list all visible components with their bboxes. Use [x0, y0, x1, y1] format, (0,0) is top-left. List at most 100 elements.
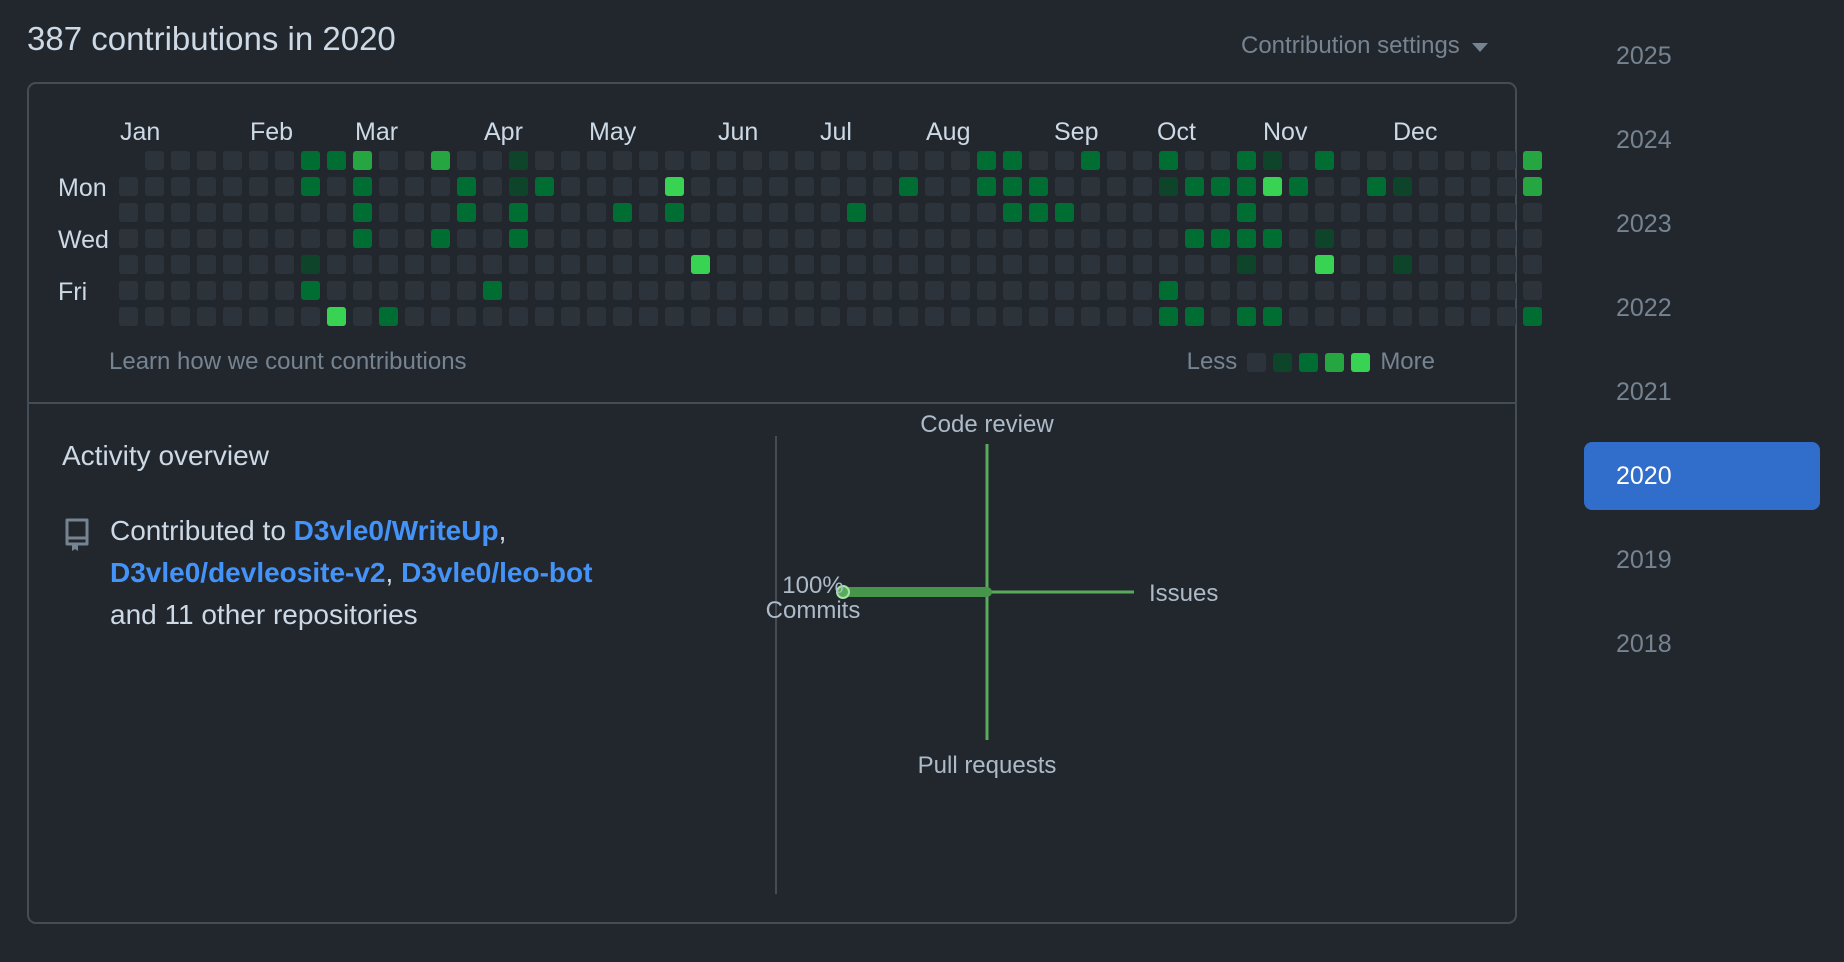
contribution-day[interactable] — [1237, 229, 1256, 248]
contribution-day[interactable] — [899, 307, 918, 326]
contribution-day[interactable] — [353, 307, 372, 326]
contribution-day[interactable] — [1471, 177, 1490, 196]
contribution-day[interactable] — [717, 229, 736, 248]
contribution-day[interactable] — [171, 255, 190, 274]
contribution-day[interactable] — [847, 255, 866, 274]
contribution-day[interactable] — [509, 229, 528, 248]
contribution-day[interactable] — [1341, 229, 1360, 248]
contribution-day[interactable] — [1133, 151, 1152, 170]
contribution-day[interactable] — [1055, 229, 1074, 248]
contribution-day[interactable] — [275, 151, 294, 170]
contribution-day[interactable] — [691, 203, 710, 222]
contribution-day[interactable] — [587, 281, 606, 300]
contribution-day[interactable] — [1315, 281, 1334, 300]
contribution-day[interactable] — [613, 281, 632, 300]
contribution-day[interactable] — [925, 281, 944, 300]
contribution-day[interactable] — [1107, 203, 1126, 222]
contribution-day[interactable] — [1237, 307, 1256, 326]
contribution-day[interactable] — [171, 307, 190, 326]
contribution-day[interactable] — [197, 229, 216, 248]
contribution-day[interactable] — [171, 177, 190, 196]
contribution-day[interactable] — [1185, 177, 1204, 196]
contribution-day[interactable] — [977, 307, 996, 326]
contribution-day[interactable] — [379, 307, 398, 326]
contribution-day[interactable] — [1523, 229, 1542, 248]
contribution-day[interactable] — [613, 307, 632, 326]
contribution-day[interactable] — [977, 177, 996, 196]
contribution-day[interactable] — [1263, 307, 1282, 326]
contribution-day[interactable] — [1263, 203, 1282, 222]
contribution-day[interactable] — [1081, 229, 1100, 248]
contribution-day[interactable] — [379, 151, 398, 170]
contribution-day[interactable] — [509, 151, 528, 170]
contribution-day[interactable] — [1211, 255, 1230, 274]
contribution-day[interactable] — [795, 229, 814, 248]
contribution-day[interactable] — [1315, 203, 1334, 222]
contribution-day[interactable] — [171, 151, 190, 170]
contribution-day[interactable] — [1289, 151, 1308, 170]
contribution-day[interactable] — [717, 307, 736, 326]
contribution-day[interactable] — [457, 255, 476, 274]
contribution-day[interactable] — [145, 307, 164, 326]
contribution-day[interactable] — [1367, 151, 1386, 170]
contribution-day[interactable] — [873, 151, 892, 170]
contribution-day[interactable] — [587, 255, 606, 274]
contribution-day[interactable] — [1003, 229, 1022, 248]
year-link[interactable]: 2025 — [1616, 42, 1672, 70]
contribution-day[interactable] — [327, 203, 346, 222]
contribution-day[interactable] — [145, 177, 164, 196]
contribution-day[interactable] — [925, 307, 944, 326]
contribution-day[interactable] — [951, 203, 970, 222]
contribution-day[interactable] — [795, 151, 814, 170]
contribution-day[interactable] — [379, 229, 398, 248]
contribution-day[interactable] — [1393, 203, 1412, 222]
contribution-day[interactable] — [301, 151, 320, 170]
contribution-day[interactable] — [1367, 281, 1386, 300]
contribution-day[interactable] — [717, 151, 736, 170]
contribution-day[interactable] — [1055, 307, 1074, 326]
contribution-day[interactable] — [1029, 229, 1048, 248]
contribution-day[interactable] — [249, 177, 268, 196]
contribution-day[interactable] — [665, 177, 684, 196]
contribution-day[interactable] — [587, 177, 606, 196]
contribution-day[interactable] — [1445, 177, 1464, 196]
contribution-day[interactable] — [1055, 151, 1074, 170]
contribution-day[interactable] — [1419, 307, 1438, 326]
contribution-day[interactable] — [1211, 177, 1230, 196]
contribution-day[interactable] — [951, 177, 970, 196]
contribution-day[interactable] — [1367, 255, 1386, 274]
contribution-day[interactable] — [119, 255, 138, 274]
contribution-day[interactable] — [743, 255, 762, 274]
contribution-day[interactable] — [301, 229, 320, 248]
contribution-day[interactable] — [223, 307, 242, 326]
contribution-day[interactable] — [1211, 203, 1230, 222]
contribution-day[interactable] — [1211, 229, 1230, 248]
contribution-day[interactable] — [899, 281, 918, 300]
contribution-day[interactable] — [249, 151, 268, 170]
contribution-day[interactable] — [1341, 255, 1360, 274]
contribution-day[interactable] — [925, 229, 944, 248]
contribution-day[interactable] — [223, 151, 242, 170]
contribution-day[interactable] — [223, 281, 242, 300]
contribution-day[interactable] — [1497, 177, 1516, 196]
year-link[interactable]: 2021 — [1616, 378, 1672, 406]
contribution-day[interactable] — [223, 177, 242, 196]
contribution-day[interactable] — [1237, 203, 1256, 222]
contribution-day[interactable] — [1263, 177, 1282, 196]
contribution-day[interactable] — [691, 307, 710, 326]
contribution-day[interactable] — [665, 281, 684, 300]
contribution-day[interactable] — [431, 177, 450, 196]
contribution-day[interactable] — [1289, 255, 1308, 274]
contribution-day[interactable] — [171, 229, 190, 248]
contribution-day[interactable] — [1185, 229, 1204, 248]
contribution-day[interactable] — [535, 203, 554, 222]
contribution-day[interactable] — [1419, 177, 1438, 196]
contribution-day[interactable] — [431, 255, 450, 274]
contribution-day[interactable] — [613, 151, 632, 170]
contribution-day[interactable] — [171, 281, 190, 300]
contribution-day[interactable] — [561, 177, 580, 196]
contribution-day[interactable] — [665, 255, 684, 274]
contribution-day[interactable] — [405, 307, 424, 326]
contribution-day[interactable] — [769, 307, 788, 326]
contribution-day[interactable] — [561, 307, 580, 326]
